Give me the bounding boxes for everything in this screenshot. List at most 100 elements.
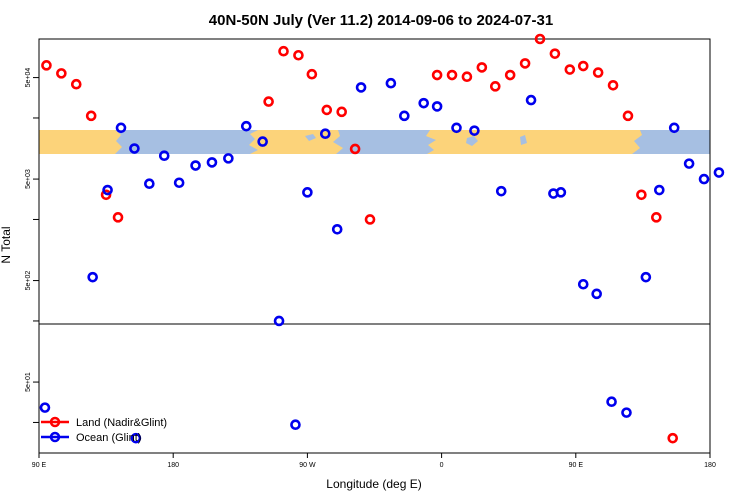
data-point [431,69,443,81]
data-point [158,150,170,161]
data-point [206,157,218,168]
data-points [39,33,725,444]
data-point [651,212,662,223]
y-axis-label: N Total [0,226,13,263]
x-tick-label: 90 W [299,462,316,469]
data-point [591,288,602,300]
data-point [87,271,98,283]
data-point [519,58,531,69]
data-point [385,77,397,89]
data-point [130,432,142,444]
data-point [622,110,634,122]
data-point [190,160,201,171]
data-point [476,62,488,73]
data-point [263,96,274,107]
data-point [636,189,647,201]
data-point [355,82,367,93]
y-tick-label: 5e+04 [25,68,32,88]
data-point [592,67,604,78]
data-point [85,110,97,122]
data-point [451,122,462,134]
data-point [431,101,443,112]
x-tick-label: 180 [167,462,179,469]
data-point [713,167,725,178]
x-tick-label: 180 [704,462,716,469]
data-point [418,97,430,109]
plot-frame [38,38,711,454]
data-point [469,125,480,136]
data-point [667,432,679,444]
data-point [240,120,252,132]
data-point [129,143,140,154]
data-point [364,214,376,225]
data-point [698,173,710,185]
map-ocean-atlantic [333,130,436,154]
data-point [290,419,301,431]
data-point [273,315,285,327]
data-point [640,271,652,283]
data-point [555,187,567,198]
data-point [293,49,304,61]
data-point [112,212,124,223]
data-point [321,104,333,116]
map-inland-lakes [305,134,316,141]
y-tick-label: 5e+03 [25,169,32,189]
data-point [56,68,67,79]
data-point [349,143,361,155]
data-point [278,45,289,57]
data-point [683,158,695,169]
x-tick-label: 90 E [569,462,584,469]
data-point [336,106,347,118]
data-point [70,78,82,90]
data-point [654,184,665,196]
data-point [446,69,458,81]
data-point [257,136,268,147]
data-point [606,396,617,408]
data-point [319,128,331,139]
data-point [306,68,318,80]
y-axis: 5e+01 5e+02 5e+03 5e+04 [25,68,39,423]
data-point [577,278,589,290]
data-point [668,122,680,134]
x-axis: 90 E 180 90 W 0 90 E 180 [32,453,716,469]
data-point [100,189,112,201]
world-map-band [39,130,710,154]
x-tick-label: 0 [440,462,444,469]
map-ocean-pacific-right [632,130,710,154]
data-point [461,71,473,83]
legend-ocean-marker [49,431,61,443]
y-tick-label: 5e+02 [25,271,32,291]
x-tick-label: 90 E [32,462,47,469]
data-point [302,187,313,198]
data-point [564,64,576,75]
legend-land-marker [49,416,61,428]
data-point [331,224,343,235]
legend-ocean-label: Ocean (Glint) [76,432,141,444]
data-point [41,60,52,71]
data-point [144,178,155,190]
data-point [39,402,51,413]
data-point [577,60,589,72]
data-point [115,122,127,134]
data-point [399,110,410,122]
data-point [549,48,561,59]
y-tick-label: 5e+01 [25,372,32,392]
legend: Land (Nadir&Glint) Ocean (Glint) [41,416,167,444]
map-caspian [520,135,527,145]
data-point [621,407,632,418]
legend-land-label: Land (Nadir&Glint) [76,417,167,429]
data-point [173,177,185,189]
data-point [534,33,546,45]
data-point [223,153,234,164]
x-axis-label: Longitude (deg E) [326,477,421,491]
map-inland-sea [466,136,478,146]
data-point [102,184,113,196]
data-point [489,81,501,92]
data-point [504,69,516,81]
map-ocean-pacific [115,130,258,154]
chart-title: 40N-50N July (Ver 11.2) 2014-09-06 to 20… [209,12,553,29]
data-point [495,185,507,197]
data-point [607,79,619,91]
data-point [525,94,537,106]
